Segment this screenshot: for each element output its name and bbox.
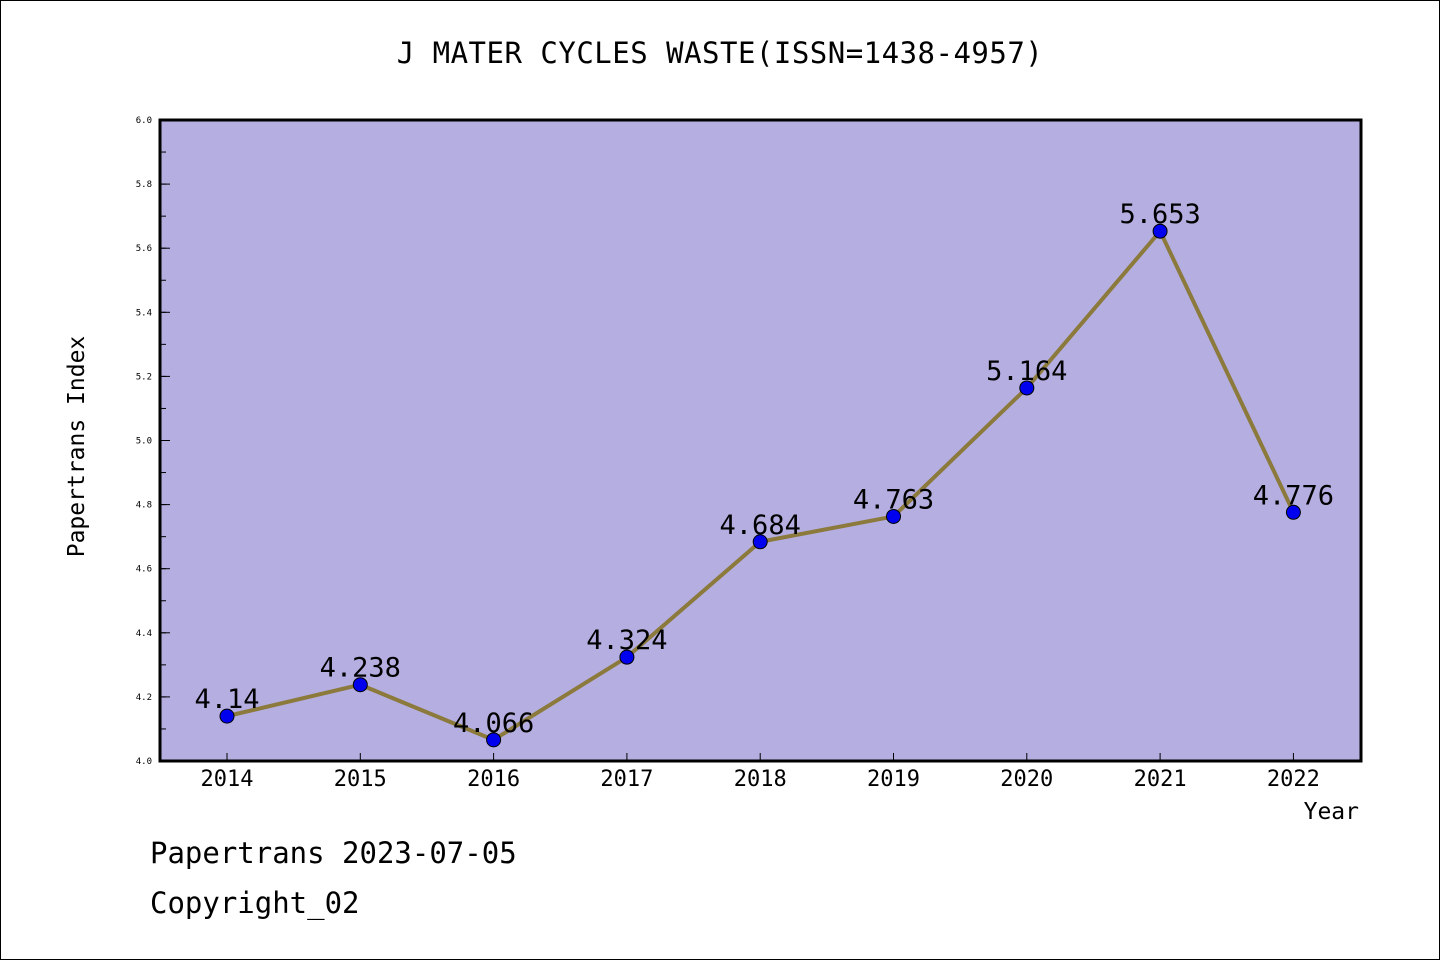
- y-tick-label: 5.6: [136, 244, 152, 254]
- data-point: [752, 534, 768, 550]
- y-tick-label: 6.0: [136, 116, 152, 126]
- data-point: [1285, 504, 1301, 520]
- y-tick-label: 4.4: [136, 629, 152, 639]
- x-tick-label: 2022: [1267, 767, 1320, 792]
- footer-copyright: Copyright_02: [150, 886, 360, 920]
- chart-title: J MATER CYCLES WASTE(ISSN=1438-4957): [396, 36, 1044, 70]
- y-tick-label: 5.2: [136, 372, 152, 382]
- data-point: [886, 508, 901, 524]
- data-label: 4.776: [1253, 480, 1334, 511]
- y-tick-label: 4.2: [136, 693, 152, 703]
- y-tick-label: 5.8: [136, 180, 152, 190]
- data-label: 4.684: [720, 510, 801, 541]
- plot-border: [158, 118, 1363, 763]
- data-label: 5.164: [986, 356, 1067, 387]
- y-axis-label: Papertrans Index: [64, 336, 90, 558]
- x-tick-label: 2014: [201, 767, 254, 792]
- y-tick-label: 5.4: [136, 308, 152, 318]
- x-tick-label: 2016: [467, 767, 520, 792]
- data-label: 4.324: [586, 625, 667, 656]
- data-point: [1019, 380, 1035, 396]
- footer-date: Papertrans 2023-07-05: [150, 836, 517, 870]
- data-point: [619, 649, 635, 665]
- x-tick-label: 2017: [600, 767, 653, 792]
- data-label: 4.14: [194, 684, 259, 715]
- data-point: [486, 732, 502, 748]
- data-label: 5.653: [1119, 199, 1200, 230]
- data-point: [1152, 223, 1168, 239]
- data-point: [219, 708, 235, 724]
- x-tick-label: 2021: [1134, 767, 1187, 792]
- y-tick-label: 4.0: [136, 757, 152, 767]
- data-label: 4.763: [853, 484, 934, 515]
- y-tick-label: 5.0: [136, 437, 152, 447]
- x-tick-label: 2018: [734, 767, 787, 792]
- x-tick-label: 2019: [867, 767, 920, 792]
- x-axis-label: Year: [1304, 799, 1359, 825]
- x-tick-label: 2020: [1000, 767, 1053, 792]
- data-label: 4.066: [453, 708, 534, 739]
- data-point: [352, 677, 368, 693]
- data-label: 4.238: [320, 653, 401, 684]
- y-tick-label: 4.6: [136, 565, 152, 575]
- x-tick-label: 2015: [334, 767, 387, 792]
- y-tick-label: 4.8: [136, 501, 152, 511]
